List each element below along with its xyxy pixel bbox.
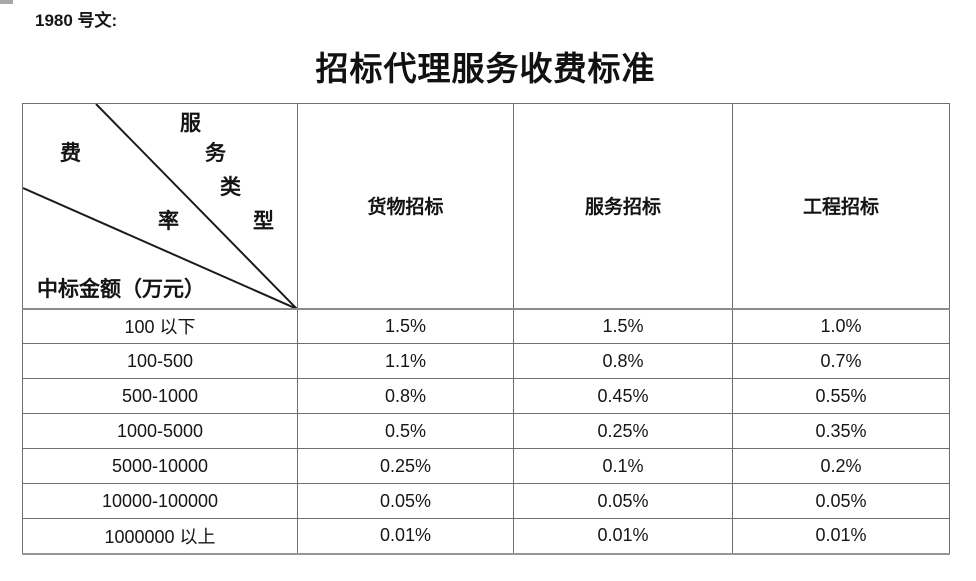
rate-cell-service: 0.05%: [513, 483, 733, 519]
table-row: 1000000 以上 0.01% 0.01% 0.01%: [22, 518, 950, 554]
corner-type-char-1: 服: [180, 111, 201, 135]
corner-type-char-4: 型: [253, 209, 274, 233]
rate-cell-works: 0.2%: [732, 448, 950, 484]
table-row: 100-500 1.1% 0.8% 0.7%: [22, 343, 950, 379]
page-title: 招标代理服务收费标准: [315, 52, 656, 88]
table-row: 500-1000 0.8% 0.45% 0.55%: [22, 378, 950, 414]
amount-range-cell: 100 以下: [22, 308, 298, 344]
col-header-engineering-bidding: 工程招标: [732, 103, 950, 310]
rate-cell-works: 0.7%: [732, 343, 950, 379]
rate-cell-goods: 0.05%: [297, 483, 514, 519]
rate-cell-works: 0.05%: [732, 483, 950, 519]
rate-cell-goods: 0.01%: [297, 518, 514, 554]
rate-cell-service: 0.25%: [513, 413, 733, 449]
rate-cell-service: 1.5%: [513, 308, 733, 344]
corner-type-char-2: 务: [205, 141, 226, 165]
amount-range-cell: 100-500: [22, 343, 298, 379]
screen-edge-artifact: [0, 0, 13, 4]
diagonal-divider-lines: [23, 104, 296, 307]
rate-cell-works: 0.55%: [732, 378, 950, 414]
rate-cell-goods: 1.5%: [297, 308, 514, 344]
rate-cell-goods: 0.5%: [297, 413, 514, 449]
corner-type-char-3: 类: [220, 175, 241, 199]
rate-cell-works: 1.0%: [732, 308, 950, 344]
table-row: 100 以下 1.5% 1.5% 1.0%: [22, 308, 950, 344]
amount-range-cell: 10000-100000: [22, 483, 298, 519]
rate-cell-service: 0.45%: [513, 378, 733, 414]
rate-cell-goods: 0.8%: [297, 378, 514, 414]
amount-range-cell: 1000-5000: [22, 413, 298, 449]
header-row: 费 率 服 务 类 型 中标金额（万元） 货物招标 服务招标 工程招标: [22, 103, 950, 310]
corner-fee-char: 费: [60, 141, 81, 165]
table-row: 5000-10000 0.25% 0.1% 0.2%: [22, 448, 950, 484]
doc-reference: 1980 号文:: [35, 11, 118, 30]
rate-cell-goods: 1.1%: [297, 343, 514, 379]
col-header-service-bidding: 服务招标: [513, 103, 733, 310]
table-row: 10000-100000 0.05% 0.05% 0.05%: [22, 483, 950, 519]
corner-rate-char: 率: [158, 209, 179, 233]
corner-amount-label: 中标金额（万元）: [37, 276, 205, 301]
rate-cell-works: 0.01%: [732, 518, 950, 554]
table-row: 1000-5000 0.5% 0.25% 0.35%: [22, 413, 950, 449]
amount-range-cell: 1000000 以上: [22, 518, 298, 554]
rate-cell-service: 0.01%: [513, 518, 733, 554]
rate-cell-works: 0.35%: [732, 413, 950, 449]
col-header-goods-bidding: 货物招标: [297, 103, 514, 310]
table-corner-cell: 费 率 服 务 类 型 中标金额（万元）: [22, 103, 298, 310]
fee-table: 费 率 服 务 类 型 中标金额（万元） 货物招标 服务招标 工程招标 100 …: [22, 103, 950, 555]
amount-range-cell: 5000-10000: [22, 448, 298, 484]
rate-cell-service: 0.8%: [513, 343, 733, 379]
rate-cell-goods: 0.25%: [297, 448, 514, 484]
rate-cell-service: 0.1%: [513, 448, 733, 484]
amount-range-cell: 500-1000: [22, 378, 298, 414]
